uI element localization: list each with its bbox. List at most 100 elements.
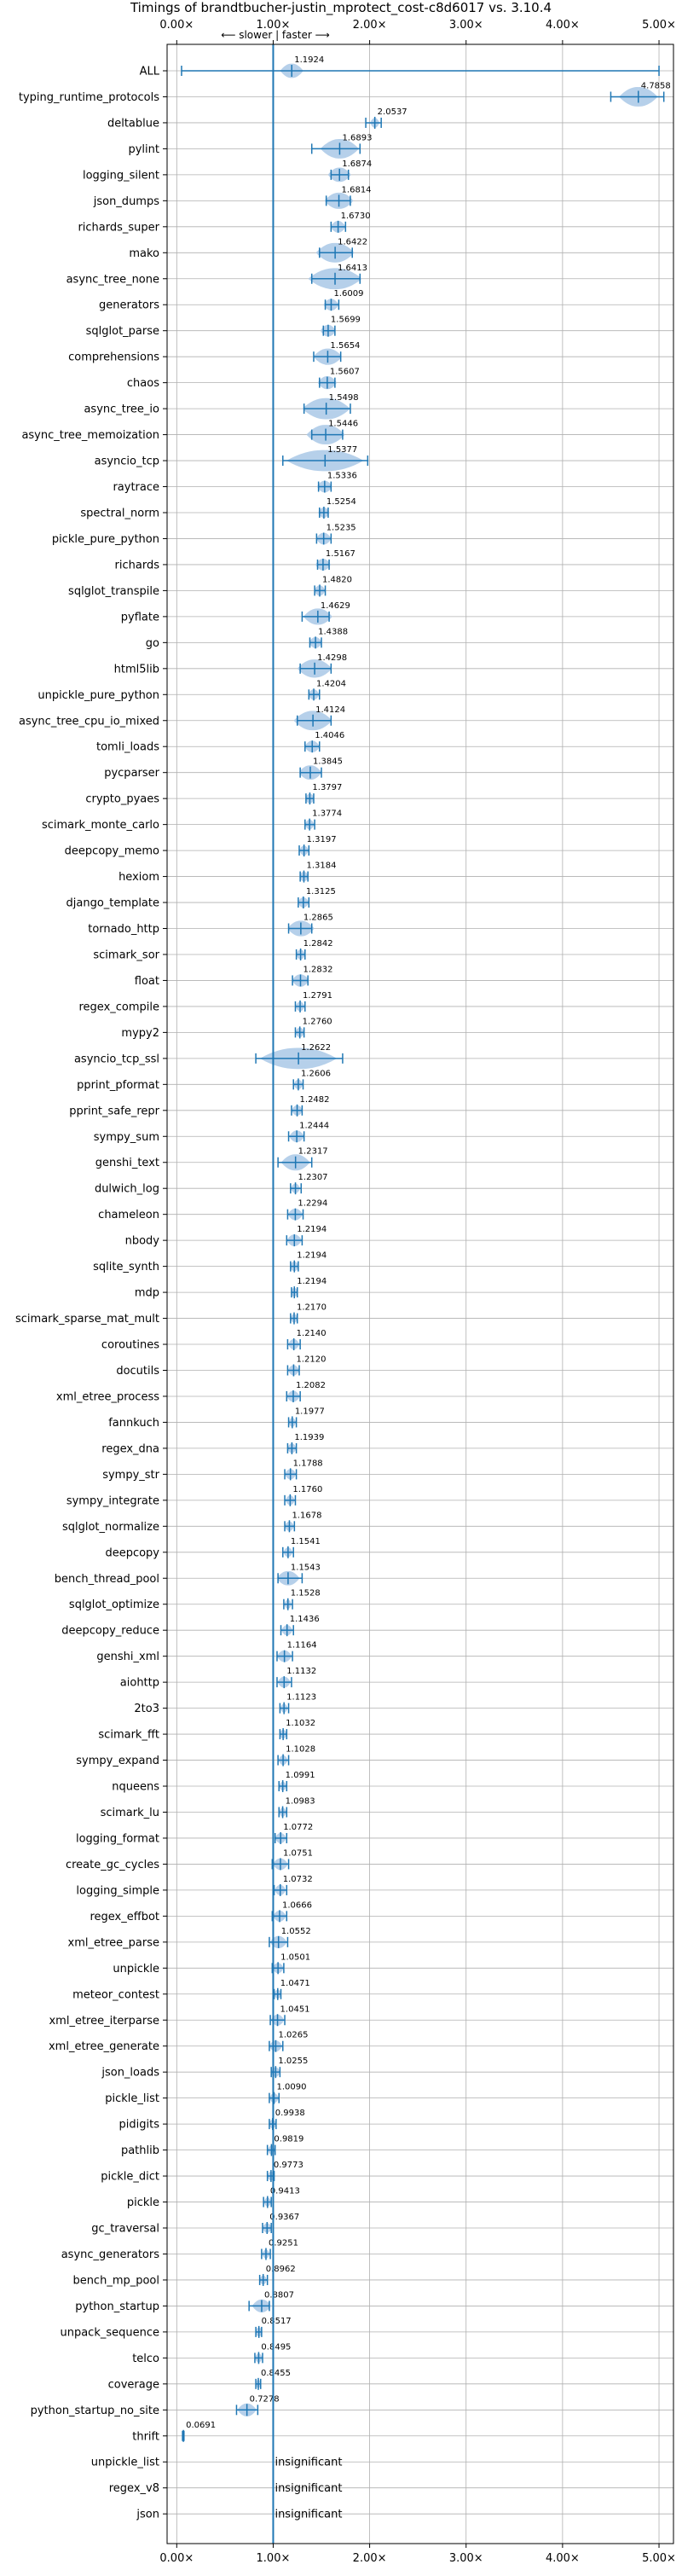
benchmark-label: scimark_fft (98, 1729, 159, 1742)
benchmark-label: sympy_str (102, 1469, 159, 1482)
value-label: 1.4124 (315, 705, 345, 715)
value-label: 1.0666 (282, 1900, 312, 1910)
benchmark-label: unpack_sequence (60, 2326, 159, 2339)
value-label: 1.6422 (338, 237, 367, 247)
benchmark-label: regex_effbot (90, 1911, 159, 1923)
value-label: 1.1977 (295, 1407, 325, 1416)
value-label: 0.8495 (261, 2342, 291, 2352)
value-label: 1.1788 (293, 1459, 323, 1468)
benchmark-label: chameleon (98, 1209, 159, 1221)
benchmark-label: raytrace (113, 481, 159, 494)
value-label: 1.4388 (318, 627, 348, 636)
plot-frame (166, 44, 674, 2544)
benchmark-label: pickle_dict (101, 2171, 159, 2184)
value-label: 0.8517 (262, 2317, 292, 2326)
value-label: 1.0751 (283, 1848, 313, 1858)
value-label: 1.2170 (297, 1303, 327, 1313)
value-label: 0.9773 (274, 2161, 303, 2170)
value-label: 1.1132 (286, 1667, 316, 1676)
benchmark-label: meteor_contest (72, 1988, 159, 2001)
value-label: 1.6009 (333, 289, 363, 299)
value-label: 1.5607 (330, 368, 360, 377)
value-label: 1.2317 (298, 1147, 328, 1157)
benchmark-label: sqlglot_normalize (62, 1521, 159, 1534)
insignificant-label: insignificant (275, 2482, 342, 2495)
value-label: 1.0090 (276, 2083, 306, 2092)
benchmark-label: async_tree_io (84, 403, 159, 416)
benchmark-label: typing_runtime_protocols (19, 91, 159, 104)
value-label: 1.1123 (286, 1693, 316, 1703)
benchmark-label: deepcopy_reduce (61, 1625, 159, 1638)
benchmark-label: nqueens (112, 1781, 159, 1794)
value-label: 1.1528 (291, 1589, 321, 1598)
benchmark-label: gc_traversal (91, 2223, 159, 2236)
x-tick-label-bottom: 4.00× (546, 2552, 580, 2565)
value-label: 1.6413 (338, 264, 367, 273)
value-label: 1.0255 (278, 2057, 308, 2066)
benchmark-label: bench_mp_pool (72, 2274, 159, 2287)
benchmark-label: async_tree_none (66, 273, 159, 286)
benchmark-label: docutils (116, 1365, 159, 1378)
value-label: 1.1924 (294, 55, 324, 65)
benchmark-label: scimark_lu (101, 1807, 159, 1819)
benchmark-label: pickle_pure_python (52, 533, 159, 546)
value-label: 0.9251 (269, 2238, 298, 2248)
benchmark-label: async_tree_memoization (21, 429, 159, 442)
benchmark-label: coroutines (101, 1339, 159, 1352)
benchmark-label: create_gc_cycles (66, 1859, 159, 1871)
benchmark-label: sqlglot_transpile (68, 585, 159, 598)
benchmark-label: scimark_sor (93, 949, 159, 961)
x-tick-label-top: 5.00× (642, 19, 676, 32)
benchmark-label: genshi_text (95, 1157, 159, 1169)
benchmark-label: generators (99, 299, 159, 312)
benchmark-label: chaos (127, 377, 159, 390)
plot-layer: 1.1924 4.7858 2.0537 1.6893 1.6874 1.6814 1.67… (181, 44, 671, 2544)
benchmark-label: crypto_pyaes (85, 793, 159, 806)
value-label: 0.9819 (274, 2135, 303, 2144)
value-label: 1.5446 (328, 420, 358, 429)
value-label: 1.0732 (283, 1875, 313, 1884)
insignificant-label: insignificant (275, 2509, 342, 2521)
value-label: 1.0772 (283, 1823, 313, 1832)
benchmark-label: unpickle_pure_python (38, 689, 159, 702)
insignificant-label: insignificant (275, 2457, 342, 2469)
benchmark-label: regex_v8 (109, 2482, 159, 2495)
value-label: 1.0983 (286, 1796, 315, 1806)
benchmark-label: html5lib (114, 663, 159, 676)
benchmark-label: float (135, 975, 159, 988)
benchmark-label: unpickle (113, 1963, 159, 1976)
benchmark-label: json_loads (101, 2067, 159, 2080)
value-label: 1.2120 (296, 1355, 326, 1365)
x-tick-label-bottom: 5.00× (642, 2552, 676, 2565)
value-label: 1.2622 (301, 1043, 331, 1053)
benchmark-label: comprehensions (68, 351, 159, 364)
x-tick-label-top: 0.00× (159, 19, 194, 32)
benchmark-label: sqlite_synth (93, 1261, 159, 1273)
value-label: 1.2791 (303, 991, 332, 1001)
benchmark-label: xml_etree_generate (49, 2040, 159, 2053)
value-label: 4.7858 (641, 81, 671, 90)
value-label: 1.2194 (297, 1277, 327, 1286)
benchmark-label: scimark_sparse_mat_mult (15, 1313, 159, 1326)
benchmark-label: json_dumps (93, 195, 159, 208)
value-label: 2.0537 (378, 107, 407, 117)
benchmark-label: xml_etree_parse (68, 1936, 159, 1949)
value-label: 1.4820 (322, 575, 352, 584)
benchmark-label: pprint_safe_repr (69, 1105, 159, 1117)
value-label: 1.3845 (313, 757, 343, 767)
value-label: 0.7278 (250, 2394, 280, 2404)
value-label: 1.6814 (342, 185, 372, 194)
benchmark-label: deltablue (107, 117, 159, 130)
benchmark-label: xml_etree_process (56, 1390, 159, 1403)
benchmark-label: asyncio_tcp_ssl (74, 1053, 159, 1065)
value-label: 1.5254 (327, 497, 356, 507)
value-label: 1.0501 (280, 1952, 310, 1962)
x-tick-label-top: 1.00× (257, 19, 291, 32)
benchmark-label: pycparser (104, 767, 159, 780)
benchmark-label: spectral_norm (80, 507, 159, 519)
value-label: 1.4046 (315, 731, 344, 740)
value-label: 1.1678 (292, 1511, 321, 1520)
benchmark-label: bench_thread_pool (55, 1573, 159, 1586)
value-label: 1.2194 (297, 1251, 327, 1261)
